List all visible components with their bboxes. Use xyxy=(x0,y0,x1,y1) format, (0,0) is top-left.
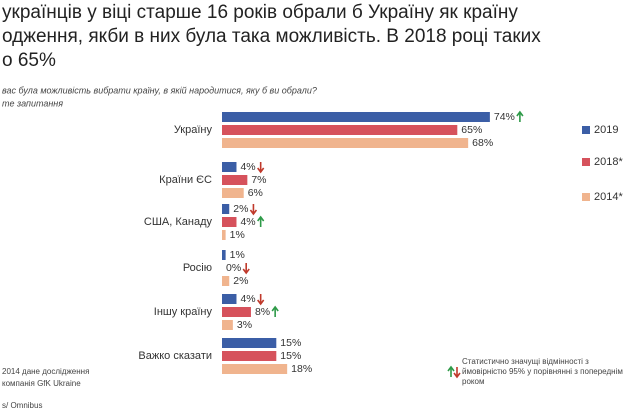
bar xyxy=(222,320,233,330)
bar xyxy=(222,125,458,135)
subtitle: вас була можливість вибрати країну, в як… xyxy=(2,85,317,95)
value-label: 0% xyxy=(226,262,241,274)
significance-arrow xyxy=(249,204,258,216)
value-label: 2% xyxy=(233,203,248,215)
bar xyxy=(222,307,251,317)
value-label: 3% xyxy=(237,319,252,331)
significance-arrow xyxy=(242,263,250,275)
category-label: Країни ЄС xyxy=(159,174,212,186)
bar xyxy=(222,276,230,286)
chart-title: одження, якби в них була така можливість… xyxy=(2,26,541,47)
value-label: 1% xyxy=(230,229,245,241)
significance-arrow xyxy=(516,110,524,122)
significance-note: ймовірністю 95% у порівнянні з попередні… xyxy=(462,367,623,376)
legend-swatch xyxy=(582,193,590,201)
value-label: 4% xyxy=(240,293,255,305)
value-label: 18% xyxy=(291,363,312,375)
chart-title: українців у віці старше 16 років обрали … xyxy=(2,2,518,23)
significance-arrow xyxy=(271,305,279,317)
bar xyxy=(222,364,288,374)
subtitle: те запитання xyxy=(2,98,63,108)
legend-label: 2018* xyxy=(594,156,623,168)
value-label: 4% xyxy=(240,216,255,228)
value-label: 7% xyxy=(251,174,266,186)
footnote: s/ Omnibus xyxy=(2,401,42,410)
significance-arrow xyxy=(257,162,265,174)
legend-label: 2019 xyxy=(594,124,618,136)
bar xyxy=(222,188,244,198)
significance-note: роком xyxy=(462,377,484,386)
significance-arrow xyxy=(257,294,265,306)
bar xyxy=(222,175,248,185)
legend-swatch xyxy=(582,158,590,166)
value-label: 68% xyxy=(472,137,493,149)
significance-arrow xyxy=(447,365,455,377)
value-label: 15% xyxy=(280,350,301,362)
significance-arrow xyxy=(453,367,461,379)
bar xyxy=(222,112,490,122)
value-label: 1% xyxy=(230,249,245,261)
value-label: 65% xyxy=(461,124,482,136)
bar xyxy=(222,230,226,240)
value-label: 8% xyxy=(255,306,270,318)
value-label: 74% xyxy=(494,111,515,123)
value-label: 2% xyxy=(233,275,248,287)
bar xyxy=(222,250,226,260)
footnote: компанія GfK Ukraine xyxy=(2,379,81,388)
value-label: 15% xyxy=(280,337,301,349)
chart-title: о 65% xyxy=(2,50,56,71)
category-label: США, Канаду xyxy=(144,216,213,228)
value-label: 6% xyxy=(248,187,263,199)
significance-note: Статистично значущі відмінності з xyxy=(462,357,589,366)
category-label: Україну xyxy=(174,124,213,136)
bar xyxy=(222,204,230,214)
legend-label: 2014* xyxy=(594,191,623,203)
footnote: 2014 дане дослідження xyxy=(2,367,89,376)
bar xyxy=(222,138,469,148)
bar xyxy=(222,338,277,348)
category-label: Важко сказати xyxy=(138,350,212,362)
bar xyxy=(222,351,277,361)
bar xyxy=(222,162,237,172)
bar xyxy=(222,217,237,227)
value-label: 4% xyxy=(240,161,255,173)
category-label: Росію xyxy=(183,262,212,274)
legend-swatch xyxy=(582,126,590,134)
bar xyxy=(222,294,237,304)
significance-arrow xyxy=(257,215,265,227)
category-label: Іншу країну xyxy=(154,306,213,318)
